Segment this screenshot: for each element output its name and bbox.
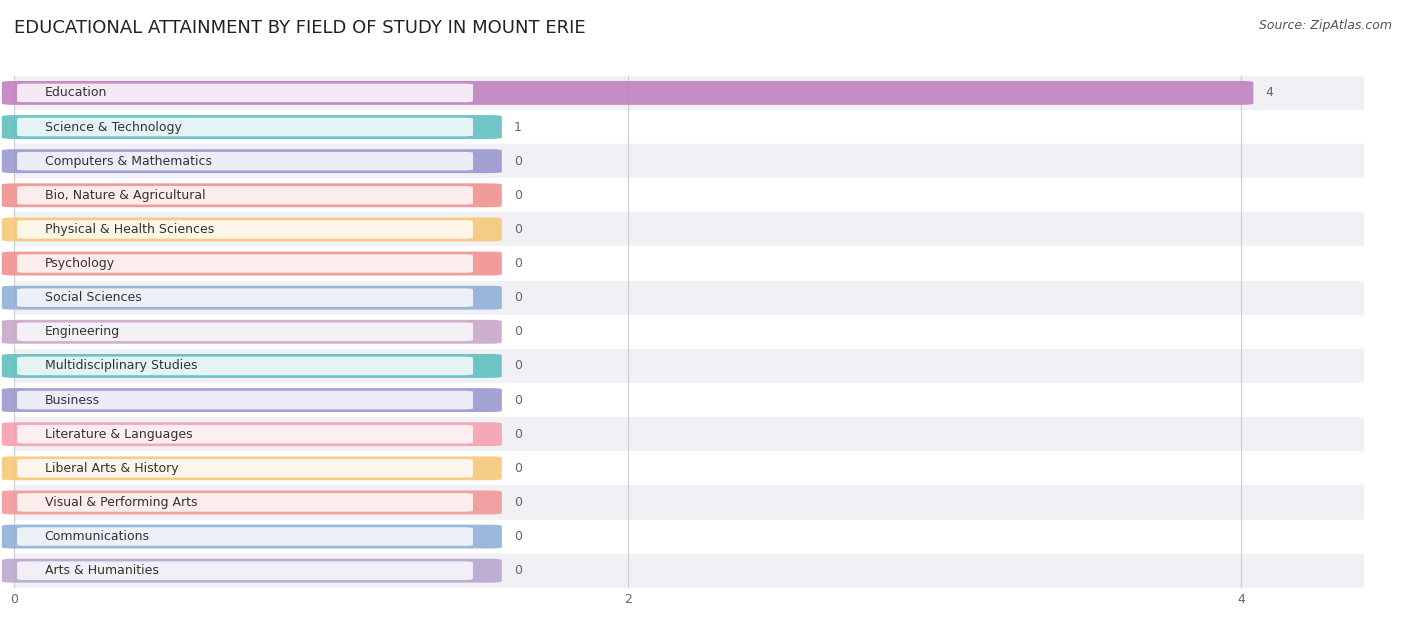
FancyBboxPatch shape bbox=[1, 115, 502, 139]
FancyBboxPatch shape bbox=[17, 493, 472, 512]
Bar bbox=[14, 76, 1364, 110]
Bar bbox=[14, 451, 1364, 485]
Bar bbox=[14, 246, 1364, 281]
FancyBboxPatch shape bbox=[1, 456, 502, 480]
Text: Visual & Performing Arts: Visual & Performing Arts bbox=[45, 496, 197, 509]
FancyBboxPatch shape bbox=[1, 320, 502, 344]
FancyBboxPatch shape bbox=[1, 354, 502, 378]
FancyBboxPatch shape bbox=[17, 561, 472, 580]
Text: Psychology: Psychology bbox=[45, 257, 115, 270]
Text: Communications: Communications bbox=[45, 530, 149, 543]
Text: Business: Business bbox=[45, 394, 100, 406]
FancyBboxPatch shape bbox=[17, 425, 472, 444]
FancyBboxPatch shape bbox=[17, 152, 472, 171]
Bar bbox=[14, 144, 1364, 178]
Text: Science & Technology: Science & Technology bbox=[45, 121, 181, 133]
FancyBboxPatch shape bbox=[17, 459, 472, 478]
Bar bbox=[14, 383, 1364, 417]
Text: 0: 0 bbox=[515, 325, 522, 338]
Text: 0: 0 bbox=[515, 155, 522, 167]
Bar bbox=[14, 110, 1364, 144]
FancyBboxPatch shape bbox=[17, 254, 472, 273]
FancyBboxPatch shape bbox=[1, 149, 502, 173]
Text: Multidisciplinary Studies: Multidisciplinary Studies bbox=[45, 360, 197, 372]
Bar bbox=[14, 212, 1364, 246]
Text: 0: 0 bbox=[515, 428, 522, 441]
FancyBboxPatch shape bbox=[17, 527, 472, 546]
Bar bbox=[14, 417, 1364, 451]
Text: Literature & Languages: Literature & Languages bbox=[45, 428, 193, 441]
Text: Liberal Arts & History: Liberal Arts & History bbox=[45, 462, 179, 475]
FancyBboxPatch shape bbox=[17, 322, 472, 341]
FancyBboxPatch shape bbox=[1, 422, 502, 446]
Bar bbox=[14, 178, 1364, 212]
Text: 0: 0 bbox=[515, 291, 522, 304]
FancyBboxPatch shape bbox=[1, 286, 502, 310]
FancyBboxPatch shape bbox=[17, 186, 472, 205]
Text: 0: 0 bbox=[515, 394, 522, 406]
Text: 0: 0 bbox=[515, 257, 522, 270]
FancyBboxPatch shape bbox=[1, 183, 502, 207]
Text: 0: 0 bbox=[515, 462, 522, 475]
FancyBboxPatch shape bbox=[1, 525, 502, 549]
Text: 0: 0 bbox=[515, 223, 522, 236]
Text: 0: 0 bbox=[515, 496, 522, 509]
Text: 0: 0 bbox=[515, 360, 522, 372]
FancyBboxPatch shape bbox=[17, 356, 472, 375]
Bar bbox=[14, 520, 1364, 554]
FancyBboxPatch shape bbox=[1, 388, 502, 412]
Text: Arts & Humanities: Arts & Humanities bbox=[45, 564, 159, 577]
Bar bbox=[14, 281, 1364, 315]
FancyBboxPatch shape bbox=[17, 220, 472, 239]
Text: Physical & Health Sciences: Physical & Health Sciences bbox=[45, 223, 214, 236]
Bar bbox=[14, 349, 1364, 383]
Bar bbox=[14, 554, 1364, 588]
FancyBboxPatch shape bbox=[1, 81, 1253, 105]
Text: 1: 1 bbox=[515, 121, 522, 133]
FancyBboxPatch shape bbox=[1, 252, 502, 276]
FancyBboxPatch shape bbox=[1, 490, 502, 514]
Text: 0: 0 bbox=[515, 564, 522, 577]
FancyBboxPatch shape bbox=[17, 288, 472, 307]
Text: 4: 4 bbox=[1265, 87, 1274, 99]
Text: Source: ZipAtlas.com: Source: ZipAtlas.com bbox=[1258, 19, 1392, 32]
Text: Social Sciences: Social Sciences bbox=[45, 291, 142, 304]
Text: Bio, Nature & Agricultural: Bio, Nature & Agricultural bbox=[45, 189, 205, 202]
Text: Computers & Mathematics: Computers & Mathematics bbox=[45, 155, 212, 167]
Text: EDUCATIONAL ATTAINMENT BY FIELD OF STUDY IN MOUNT ERIE: EDUCATIONAL ATTAINMENT BY FIELD OF STUDY… bbox=[14, 19, 586, 37]
FancyBboxPatch shape bbox=[17, 83, 472, 102]
FancyBboxPatch shape bbox=[1, 217, 502, 241]
Text: 0: 0 bbox=[515, 530, 522, 543]
FancyBboxPatch shape bbox=[17, 118, 472, 137]
Bar bbox=[14, 485, 1364, 520]
Text: Education: Education bbox=[45, 87, 107, 99]
Text: Engineering: Engineering bbox=[45, 325, 120, 338]
FancyBboxPatch shape bbox=[1, 559, 502, 583]
FancyBboxPatch shape bbox=[17, 391, 472, 410]
Bar bbox=[14, 315, 1364, 349]
Text: 0: 0 bbox=[515, 189, 522, 202]
